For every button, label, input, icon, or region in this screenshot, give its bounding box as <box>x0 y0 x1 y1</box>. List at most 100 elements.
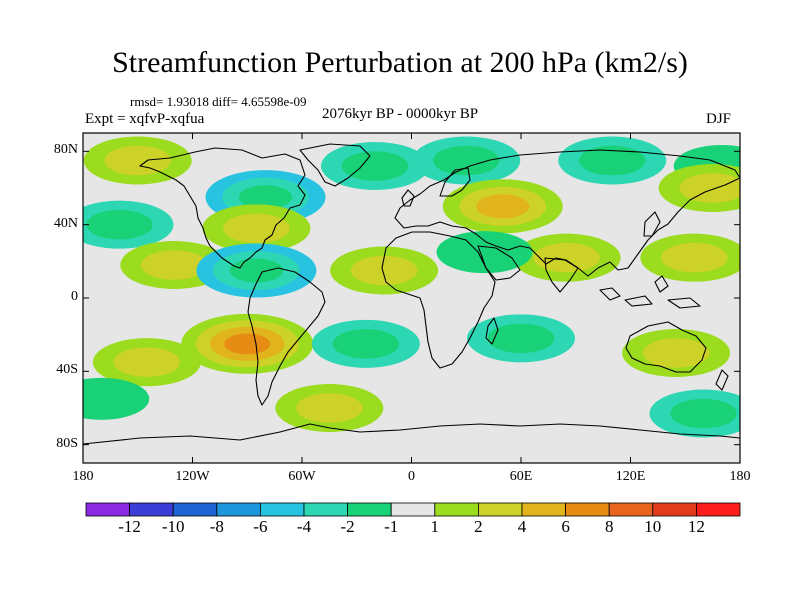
colorbar-label: -8 <box>209 517 224 536</box>
chart-title: Streamfunction Perturbation at 200 hPa (… <box>112 46 688 79</box>
anomaly-band <box>104 145 171 176</box>
colorbar-box <box>565 502 610 517</box>
colorbar-box <box>172 502 218 517</box>
anomaly-13 <box>196 243 317 298</box>
anomaly-band <box>141 250 208 280</box>
india-coastline <box>544 257 579 293</box>
axis-ticks <box>82 133 741 463</box>
y-tick-label: 0 <box>71 289 78 304</box>
anomaly-band <box>476 194 530 219</box>
anomaly-band <box>579 145 646 176</box>
colorbar-label: 1 <box>430 517 440 536</box>
colorbar-label: 10 <box>644 517 662 536</box>
anomaly-23 <box>83 377 150 420</box>
anomaly-band <box>229 258 284 283</box>
colorbar-label: -1 <box>384 517 399 536</box>
colorbar-box <box>129 502 174 517</box>
eurasia-coastline <box>394 149 740 277</box>
anomaly-band <box>433 145 500 176</box>
colorbar-box <box>216 502 261 517</box>
colorbar-box <box>477 502 523 517</box>
anomaly-band <box>436 231 533 274</box>
anomaly-18 <box>467 314 575 363</box>
anomaly-band <box>487 323 555 354</box>
colorbar-label: -10 <box>161 517 185 536</box>
uk-coastline <box>401 189 415 207</box>
north-america-coastline <box>139 147 306 269</box>
colorbar-box <box>696 502 741 517</box>
anomaly-11 <box>83 200 174 249</box>
anomaly-8 <box>512 233 621 282</box>
colorbar-label: 8 <box>604 517 614 536</box>
new-zealand-coastline <box>715 369 729 391</box>
colorbar-box <box>303 502 348 517</box>
anomaly-22 <box>649 389 740 438</box>
anomaly-21 <box>275 384 384 432</box>
colorbar-label: 12 <box>687 517 705 536</box>
anomaly-15 <box>436 231 533 274</box>
x-tick-label: 0 <box>408 469 415 484</box>
anomaly-6 <box>658 164 740 212</box>
south-america-coastline <box>247 267 326 406</box>
anomaly-band <box>332 329 400 359</box>
anomaly-band <box>224 333 271 355</box>
x-tick-label: 180 <box>729 469 751 484</box>
australia-coastline <box>625 321 707 373</box>
anomaly-band <box>238 185 293 210</box>
anomaly-17 <box>311 319 420 368</box>
anomaly-2 <box>321 142 429 190</box>
colorbar-box <box>390 502 436 517</box>
anomaly-9 <box>640 233 740 282</box>
anomaly-band <box>113 347 181 377</box>
colorbar-label: -4 <box>296 517 312 536</box>
scandinavia-coastline <box>439 167 471 197</box>
anomaly-16 <box>181 313 314 374</box>
anomaly-band <box>341 151 409 181</box>
colorbar-label: 2 <box>474 517 483 536</box>
anomaly-14 <box>330 246 439 295</box>
africa-coastline <box>381 231 496 369</box>
anomaly-0 <box>83 136 192 185</box>
colorbar-label: -2 <box>340 517 355 536</box>
x-tick-label: 120W <box>175 469 210 484</box>
map-background <box>83 133 740 463</box>
period-label: 2076kyr BP - 0000kyr BP <box>322 106 479 122</box>
stats-line: rmsd= 1.93018 diff= 4.65598e-09 <box>130 94 307 109</box>
season-label: DJF <box>706 111 732 127</box>
anomaly-19 <box>622 329 731 377</box>
colorbar-label: -12 <box>118 517 141 536</box>
anomaly-band <box>679 173 740 203</box>
japan-coastline <box>643 211 661 237</box>
anomaly-band <box>533 242 600 273</box>
greenland-coastline <box>299 143 371 187</box>
colorbar-label: 6 <box>561 517 570 536</box>
colorbar-box <box>259 502 305 517</box>
anomaly-20 <box>92 338 201 387</box>
antarctica-coastline <box>83 423 740 445</box>
x-tick-label: 60E <box>509 469 533 484</box>
anomaly-3 <box>412 136 521 185</box>
colorbar-box <box>652 502 697 517</box>
anomaly-4 <box>558 136 667 185</box>
madagascar-coastline <box>485 317 499 345</box>
colorbar-box <box>85 502 130 517</box>
y-tick-label: 40N <box>53 215 78 231</box>
y-tick-label: 80S <box>56 435 78 451</box>
anomaly-band <box>223 213 290 244</box>
anomaly-band <box>642 338 710 368</box>
anomaly-band <box>350 255 418 286</box>
x-tick-label: 60W <box>288 469 316 484</box>
colorbar-label: -6 <box>253 517 268 536</box>
anomaly-band <box>296 393 363 423</box>
x-tick-label: 180 <box>72 469 94 484</box>
colorbar-box <box>347 502 392 517</box>
anomaly-band <box>83 377 150 420</box>
southeast-asia-islands <box>599 275 701 309</box>
colorbar <box>85 502 741 517</box>
colorbar-box <box>434 502 479 517</box>
x-tick-label: 120E <box>615 469 646 484</box>
experiment-label: Expt = xqfvP-xqfua <box>85 111 205 127</box>
colorbar-label: 4 <box>517 517 527 536</box>
coastlines <box>83 143 740 445</box>
